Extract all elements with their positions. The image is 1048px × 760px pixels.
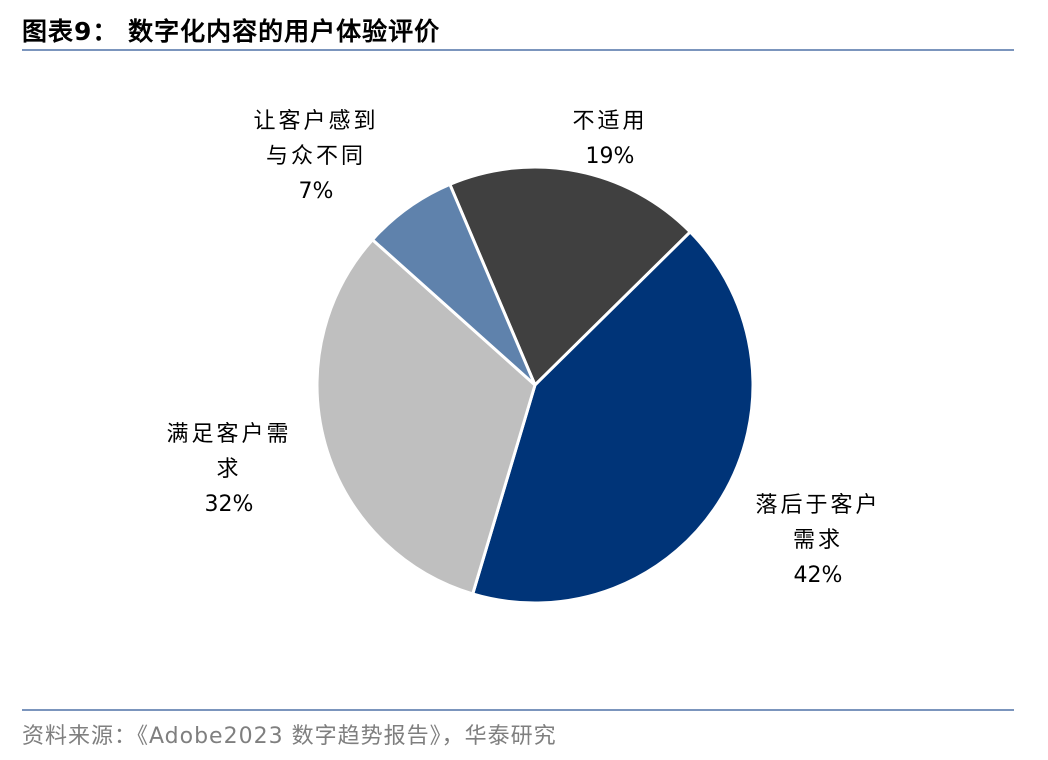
slice-label-3: 与众不同 [266,144,366,169]
pie-slices [315,165,755,605]
title-divider [22,49,1014,51]
source-divider [22,709,1014,711]
slice-label-0: 不适用 [572,109,647,134]
pie-slice-3 [370,182,537,387]
slice-value-2: 32% [205,492,254,517]
source-note: 资料来源：《Adobe2023 数字趋势报告》，华泰研究 [22,724,557,749]
pie-slice-2 [315,238,537,596]
pie-slice-0 [448,165,692,387]
pie-slice-1 [471,230,755,605]
slice-label-2: 求 [216,457,241,482]
slice-label-1: 落后于客户 [755,493,880,518]
slice-value-0: 19% [586,144,635,169]
chart-title: 图表9： 数字化内容的用户体验评价 [22,17,441,46]
slice-value-1: 42% [794,563,843,588]
slice-label-2: 满足客户需 [166,422,291,447]
slice-label-1: 需求 [793,528,843,553]
slice-value-3: 7% [299,179,334,204]
slice-label-3: 让客户感到 [253,109,378,134]
